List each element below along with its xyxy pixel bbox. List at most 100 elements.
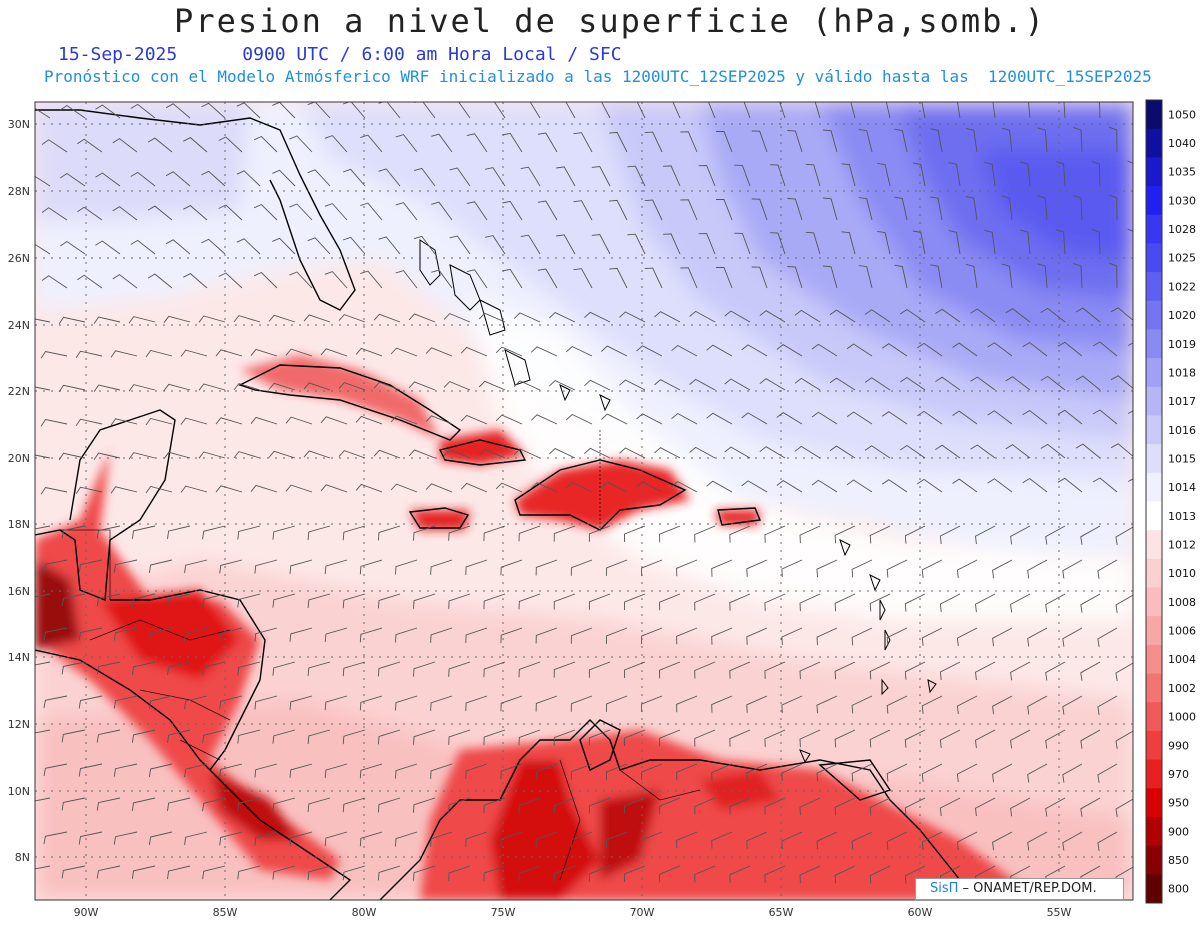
wind-barb bbox=[794, 377, 821, 391]
wind-barb bbox=[1115, 526, 1133, 545]
wind-barb bbox=[781, 763, 803, 782]
wind-barb bbox=[851, 559, 873, 578]
wind-barb bbox=[237, 797, 261, 812]
wind-barb bbox=[698, 233, 716, 255]
wind-barb bbox=[237, 865, 261, 880]
colorbar-swatch bbox=[1146, 816, 1162, 847]
wind-barb bbox=[776, 412, 803, 425]
wind-barb bbox=[689, 378, 716, 391]
wind-barb bbox=[268, 450, 296, 459]
wind-barb bbox=[1027, 831, 1048, 851]
wind-barb bbox=[654, 447, 681, 459]
wind-barb bbox=[60, 240, 86, 255]
wind-barb bbox=[1127, 160, 1133, 164]
wind-barb bbox=[41, 207, 68, 221]
wind-barb bbox=[729, 797, 751, 815]
wind-barb bbox=[395, 627, 418, 643]
wind-barb bbox=[834, 593, 856, 612]
wind-barb bbox=[917, 478, 943, 493]
wind-barb bbox=[694, 593, 716, 611]
colorbar-swatch bbox=[1146, 759, 1162, 789]
wind-barb bbox=[254, 831, 278, 846]
wind-barb bbox=[41, 139, 68, 153]
wind-barb bbox=[320, 484, 348, 493]
wind-barb bbox=[776, 480, 803, 493]
wind-barb bbox=[342, 525, 366, 541]
wind-barb bbox=[625, 899, 627, 900]
wind-barb bbox=[605, 695, 628, 712]
wind-barb bbox=[96, 661, 121, 675]
wind-barb bbox=[829, 309, 856, 323]
wind-barb bbox=[680, 199, 698, 221]
wind-barb bbox=[460, 482, 488, 493]
wind-barb bbox=[430, 831, 453, 847]
wind-barb bbox=[724, 378, 751, 391]
wind-barb bbox=[605, 831, 628, 848]
wind-barb bbox=[377, 797, 401, 813]
wind-barb bbox=[1005, 376, 1031, 391]
wind-barb bbox=[307, 237, 331, 255]
wind-barb bbox=[992, 559, 1013, 579]
wind-barb bbox=[835, 899, 837, 900]
wind-barb bbox=[601, 481, 628, 493]
wind-barb bbox=[834, 729, 856, 748]
wind-barb bbox=[636, 413, 663, 425]
wind-barb bbox=[1099, 102, 1101, 119]
wind-barb bbox=[113, 559, 138, 573]
wind-barb bbox=[285, 484, 313, 493]
pressure-colorbar: 1050 1040 1035 1030 1028 1025 1022 1020 1019 1018… bbox=[1145, 99, 1196, 904]
wind-barb bbox=[851, 695, 873, 714]
wind-barb bbox=[184, 763, 208, 778]
wind-barb bbox=[1010, 525, 1031, 545]
wind-barb bbox=[1020, 161, 1031, 187]
wind-barb bbox=[431, 133, 453, 153]
wind-barb bbox=[1037, 127, 1048, 153]
wind-barb bbox=[465, 695, 488, 712]
wind-barb bbox=[201, 170, 226, 187]
wind-barb bbox=[1091, 160, 1101, 187]
wind-barb bbox=[35, 107, 51, 119]
colorbar-swatch bbox=[1146, 644, 1162, 675]
wind-barb bbox=[765, 899, 767, 900]
wind-barb bbox=[605, 627, 628, 644]
wind-barb bbox=[535, 763, 558, 780]
wind-barb bbox=[869, 661, 891, 680]
wind-barb bbox=[1097, 559, 1118, 579]
wind-barb bbox=[555, 899, 557, 900]
wind-barb bbox=[1092, 409, 1118, 425]
colorbar-frame bbox=[1145, 99, 1163, 904]
wind-barb bbox=[250, 484, 278, 493]
wind-barb bbox=[254, 627, 278, 642]
wind-barb bbox=[956, 831, 978, 851]
wind-barb bbox=[413, 729, 436, 745]
wind-barb bbox=[165, 171, 191, 187]
colorbar-swatch bbox=[1146, 788, 1162, 818]
wind-barb bbox=[805, 231, 821, 255]
wind-barb bbox=[218, 136, 243, 153]
wind-barb bbox=[976, 899, 977, 900]
wind-barb bbox=[965, 195, 978, 221]
wind-barb bbox=[553, 797, 576, 814]
wind-barb bbox=[956, 102, 961, 119]
wind-barb bbox=[113, 763, 138, 777]
wind-barb bbox=[285, 416, 313, 425]
wind-barb bbox=[483, 797, 506, 814]
wind-barb bbox=[96, 593, 121, 607]
wind-barb bbox=[131, 593, 156, 607]
lon-label: 80W bbox=[352, 906, 377, 919]
wind-barb bbox=[359, 559, 383, 575]
wind-barb bbox=[395, 559, 418, 575]
wind-barb bbox=[1075, 443, 1101, 459]
wind-barb bbox=[219, 627, 243, 642]
wind-barb bbox=[624, 729, 646, 746]
wind-barb bbox=[935, 308, 961, 323]
wind-barb bbox=[799, 865, 821, 884]
wind-barb bbox=[236, 170, 261, 187]
wind-barb bbox=[930, 196, 943, 221]
wind-barb bbox=[811, 411, 838, 425]
wind-barb bbox=[672, 102, 681, 119]
wind-barb bbox=[829, 445, 856, 459]
wind-barb bbox=[1109, 126, 1118, 153]
wind-barb bbox=[342, 865, 366, 881]
